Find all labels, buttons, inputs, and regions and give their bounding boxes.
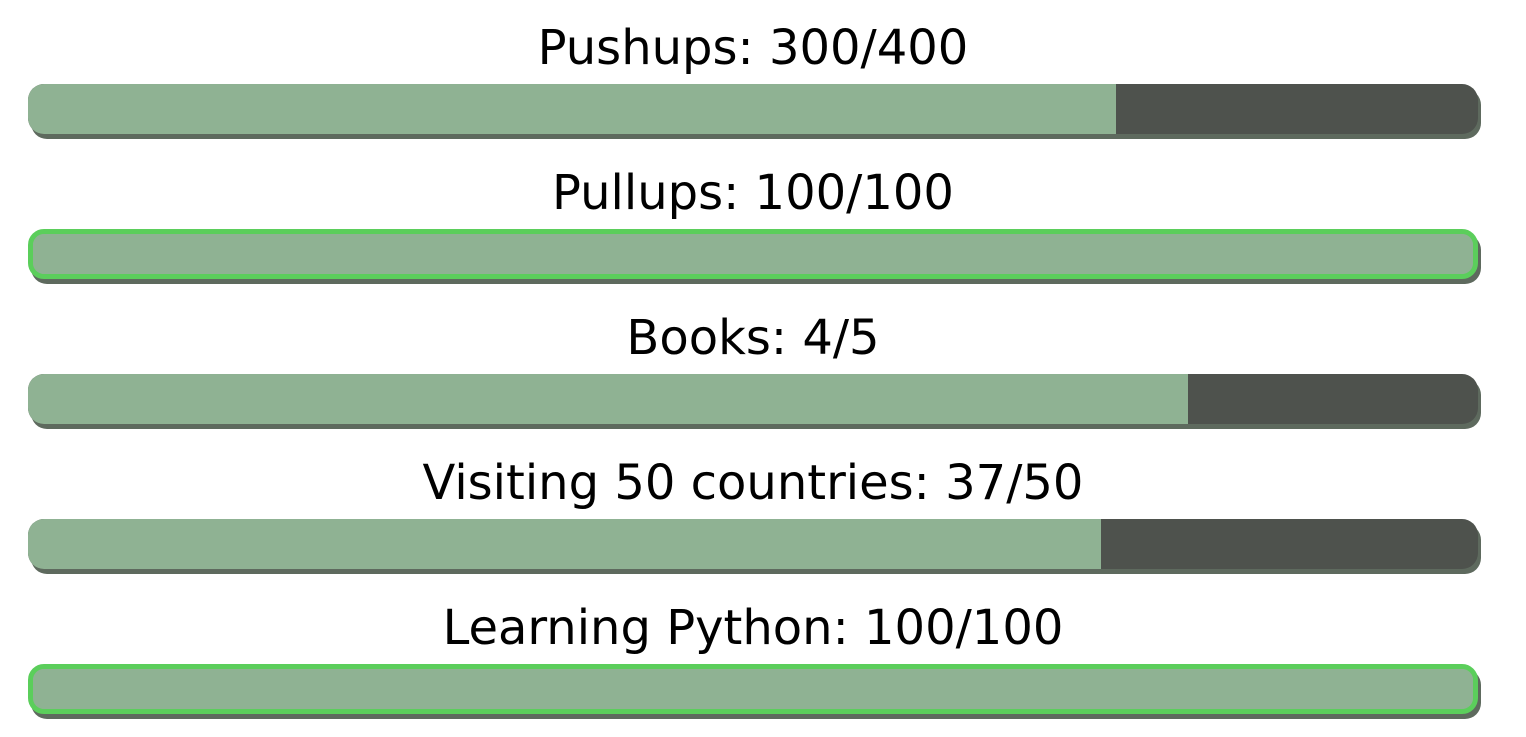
goal-label: Pushups: 300/400: [537, 20, 969, 76]
goal-label: Pullups: 100/100: [552, 165, 954, 221]
progress-bar: [28, 84, 1478, 134]
progress-bar-fill: [28, 374, 1188, 424]
progress-bar-fill: [28, 84, 1116, 134]
goal-item-countries: Visiting 50 countries: 37/50: [0, 435, 1526, 580]
goal-item-pullups: Pullups: 100/100: [0, 145, 1526, 290]
goal-item-pushups: Pushups: 300/400: [0, 0, 1526, 145]
progress-bar: [28, 229, 1478, 279]
progress-bar: [28, 664, 1478, 714]
goal-item-python: Learning Python: 100/100: [0, 580, 1526, 725]
goal-label: Learning Python: 100/100: [442, 600, 1064, 656]
goal-item-books: Books: 4/5: [0, 290, 1526, 435]
goal-label: Books: 4/5: [626, 310, 880, 366]
progress-bar: [28, 374, 1478, 424]
progress-bar-fill: [33, 234, 1473, 274]
progress-bar-fill: [28, 519, 1101, 569]
progress-bar-fill: [33, 669, 1473, 709]
goal-label: Visiting 50 countries: 37/50: [422, 455, 1084, 511]
progress-bar: [28, 519, 1478, 569]
